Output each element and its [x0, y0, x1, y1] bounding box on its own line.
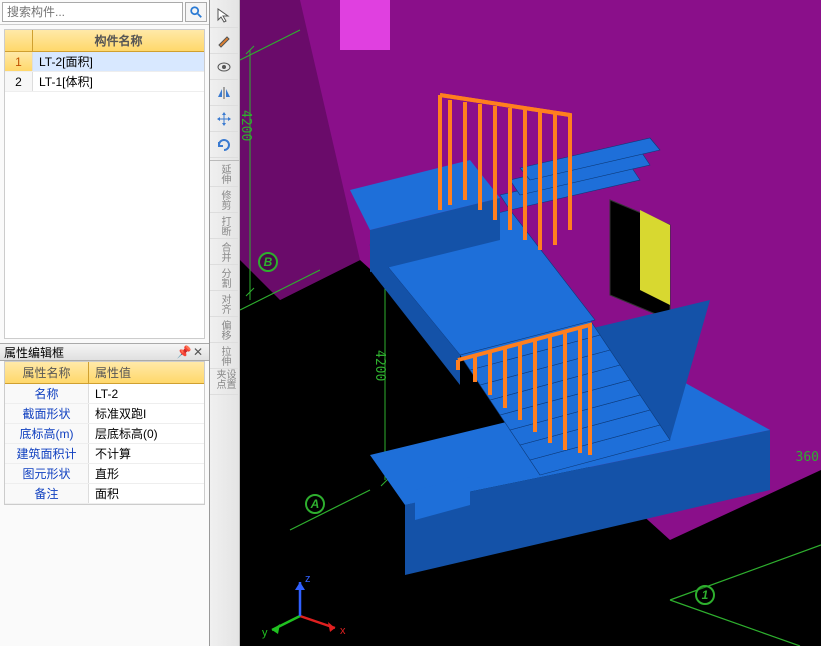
move-icon — [216, 111, 232, 127]
mirror-icon — [216, 85, 232, 101]
move-tool[interactable] — [210, 106, 238, 132]
property-value: 不计算 — [89, 444, 204, 463]
axis-marker-label: 1 — [702, 588, 709, 602]
axis-line — [670, 545, 821, 600]
component-list-header-label: 构件名称 — [33, 30, 204, 51]
property-value: 面积 — [89, 484, 204, 503]
axis-marker-label: A — [311, 497, 320, 511]
tool-label: 设置夹点 — [214, 369, 234, 394]
property-row[interactable]: 图元形状直形 — [5, 464, 204, 484]
dim-360: 360 — [796, 450, 819, 465]
property-row[interactable]: 建筑面积计不计算 — [5, 444, 204, 464]
property-table: 属性名称 属性值 名称LT-2 截面形状标准双跑I 底标高(m)层底标高(0) … — [4, 361, 205, 505]
tool-label: 偏移 — [219, 320, 229, 340]
tool-label: 延伸 — [219, 164, 229, 184]
eye-tool[interactable] — [210, 54, 238, 80]
list-item-index: 1 — [5, 52, 33, 71]
property-key: 图元形状 — [5, 464, 89, 483]
search-row — [0, 0, 209, 25]
svg-text:x: x — [340, 625, 346, 637]
coord-gizmo: x y z — [262, 573, 346, 639]
tool-label: 分割 — [219, 268, 229, 288]
vertical-toolbar: 延伸 修剪 打断 合并 分割 对齐 偏移 拉伸 设置夹点 — [210, 0, 240, 646]
pin-icon[interactable]: 📌 — [177, 345, 191, 359]
property-row[interactable]: 截面形状标准双跑I — [5, 404, 204, 424]
tool-label: 打断 — [219, 216, 229, 236]
property-value: 直形 — [89, 464, 204, 483]
property-header-name: 属性名称 — [5, 362, 89, 383]
property-panel-title-text: 属性编辑框 — [4, 344, 64, 361]
eye-icon — [216, 59, 232, 75]
svg-text:z: z — [305, 573, 311, 585]
property-key: 底标高(m) — [5, 424, 89, 443]
brush-icon — [216, 33, 232, 49]
trim-tool[interactable]: 修剪 — [210, 187, 238, 213]
panel-magenta — [340, 0, 390, 50]
left-panel: 构件名称 1 LT-2[面积] 2 LT-1[体积] 属性编辑框 📌 ✕ 属性名… — [0, 0, 210, 646]
property-value: 层底标高(0) — [89, 424, 204, 443]
axis-line — [290, 490, 370, 530]
list-item[interactable]: 1 LT-2[面积] — [5, 52, 204, 72]
viewport-3d[interactable]: x y z B A 1 4200 4200 360 — [210, 0, 821, 646]
axis-marker-label: B — [264, 255, 273, 269]
svg-text:y: y — [262, 627, 268, 639]
grip-tool[interactable]: 设置夹点 — [210, 369, 238, 395]
property-key: 截面形状 — [5, 404, 89, 423]
stretch-tool[interactable]: 拉伸 — [210, 343, 238, 369]
search-input[interactable] — [2, 2, 183, 22]
panel-yellow — [640, 210, 670, 305]
cursor-icon — [216, 7, 232, 23]
property-value: LT-2 — [89, 384, 204, 403]
close-icon[interactable]: ✕ — [191, 345, 205, 359]
tool-label: 修剪 — [219, 190, 229, 210]
component-list: 构件名称 1 LT-2[面积] 2 LT-1[体积] — [4, 29, 205, 339]
split-tool[interactable]: 分割 — [210, 265, 238, 291]
rotate-tool[interactable] — [210, 132, 238, 158]
property-key: 备注 — [5, 484, 89, 503]
axis-marker-b: B — [258, 252, 278, 272]
scene-svg: x y z — [240, 0, 821, 646]
tool-label: 拉伸 — [219, 346, 229, 366]
tool-label: 对齐 — [219, 294, 229, 314]
property-row[interactable]: 底标高(m)层底标高(0) — [5, 424, 204, 444]
search-icon — [189, 5, 203, 19]
list-item-name: LT-1[体积] — [33, 72, 204, 91]
search-button[interactable] — [185, 2, 207, 22]
rotate-icon — [216, 137, 232, 153]
property-header-value: 属性值 — [89, 362, 204, 383]
list-item[interactable]: 2 LT-1[体积] — [5, 72, 204, 92]
property-row[interactable]: 备注面积 — [5, 484, 204, 504]
dim-4200-a: 4200 — [238, 110, 253, 141]
mirror-tool[interactable] — [210, 80, 238, 106]
component-list-header: 构件名称 — [5, 30, 204, 52]
property-key: 名称 — [5, 384, 89, 403]
property-panel-title: 属性编辑框 📌 ✕ — [0, 343, 209, 361]
property-header: 属性名称 属性值 — [5, 362, 204, 384]
dim-4200-b: 4200 — [372, 350, 387, 381]
property-value: 标准双跑I — [89, 404, 204, 423]
merge-tool[interactable]: 合并 — [210, 239, 238, 265]
axis-marker-1: 1 — [695, 585, 715, 605]
list-item-index: 2 — [5, 72, 33, 91]
list-item-name: LT-2[面积] — [33, 52, 204, 71]
tool-label: 合并 — [219, 242, 229, 262]
axis-line — [670, 600, 800, 646]
property-row[interactable]: 名称LT-2 — [5, 384, 204, 404]
brush-tool[interactable] — [210, 28, 238, 54]
extend-tool[interactable]: 延伸 — [210, 161, 238, 187]
property-key: 建筑面积计 — [5, 444, 89, 463]
align-tool[interactable]: 对齐 — [210, 291, 238, 317]
break-tool[interactable]: 打断 — [210, 213, 238, 239]
cursor-tool[interactable] — [210, 2, 238, 28]
offset-tool[interactable]: 偏移 — [210, 317, 238, 343]
axis-marker-a: A — [305, 494, 325, 514]
